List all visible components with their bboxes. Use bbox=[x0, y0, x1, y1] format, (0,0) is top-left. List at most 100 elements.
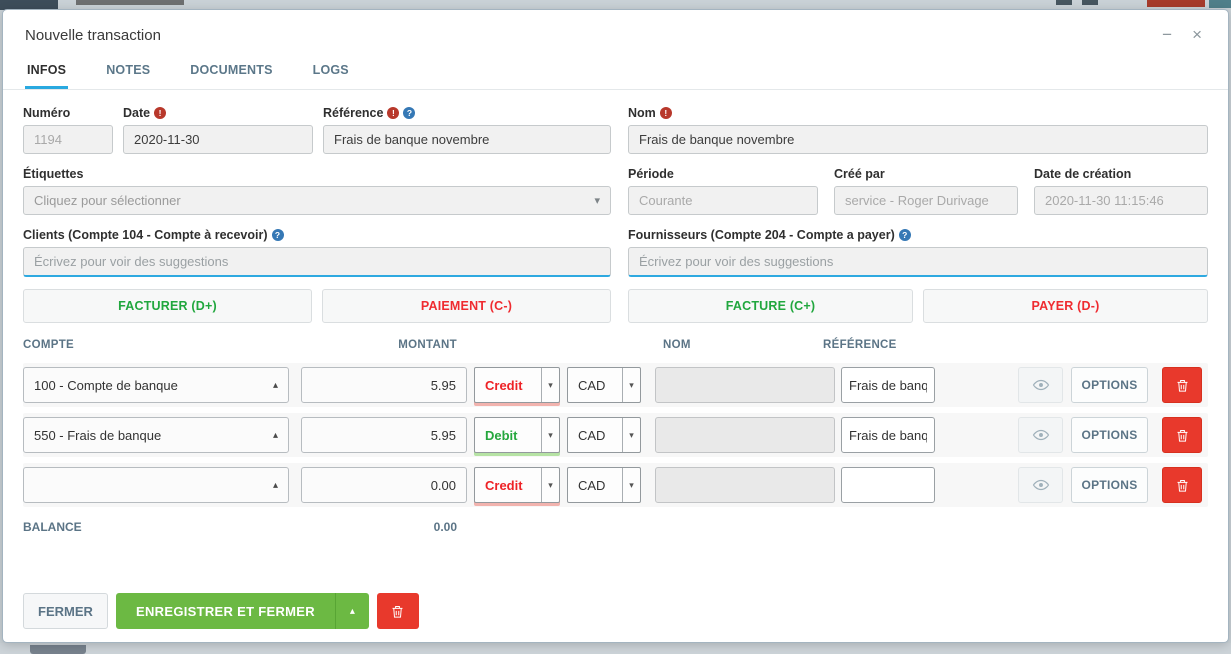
options-button[interactable]: OPTIONS bbox=[1071, 417, 1148, 453]
help-icon[interactable]: ? bbox=[898, 229, 911, 241]
trash-icon bbox=[1177, 379, 1187, 392]
tab-notes[interactable]: NOTES bbox=[106, 63, 151, 77]
etiquettes-label: Étiquettes bbox=[23, 167, 84, 181]
cree-par-label: Créé par bbox=[834, 167, 885, 181]
trash-icon bbox=[1177, 479, 1187, 492]
clients-label: Clients (Compte 104 - Compte à recevoir)… bbox=[23, 228, 611, 242]
account-select[interactable]: 550 - Frais de banque ▴ bbox=[23, 417, 289, 453]
chevron-down-icon: ▾ bbox=[541, 368, 559, 402]
delete-transaction-button[interactable] bbox=[376, 593, 419, 629]
tab-logs[interactable]: LOGS bbox=[312, 63, 349, 77]
row-reference-input[interactable] bbox=[841, 467, 935, 503]
background-navy-block bbox=[0, 0, 58, 10]
background-dark-block bbox=[30, 645, 86, 654]
help-icon[interactable]: ? bbox=[271, 229, 284, 241]
row-reference-input[interactable] bbox=[841, 367, 935, 403]
nom-header: NOM bbox=[663, 339, 691, 351]
background-page-top bbox=[0, 0, 1231, 10]
account-select[interactable]: 100 - Compte de banque ▴ bbox=[23, 367, 289, 403]
help-icon[interactable]: ? bbox=[403, 107, 416, 119]
modal-header: Nouvelle transaction − × bbox=[3, 10, 1228, 48]
montant-header: MONTANT bbox=[398, 339, 457, 351]
minimize-icon[interactable]: − bbox=[1162, 25, 1173, 44]
reference-header: RÉFÉRENCE bbox=[823, 339, 897, 351]
fournisseurs-input[interactable] bbox=[628, 247, 1208, 277]
chevron-up-icon: ▴ bbox=[272, 379, 278, 391]
type-select[interactable]: Credit ▾ bbox=[474, 367, 560, 403]
chevron-up-icon: ▴ bbox=[272, 479, 278, 491]
currency-select[interactable]: CAD ▾ bbox=[567, 467, 641, 503]
date-input[interactable] bbox=[123, 125, 313, 154]
tab-documents[interactable]: DOCUMENTS bbox=[190, 63, 273, 77]
eye-button[interactable] bbox=[1018, 467, 1063, 503]
date-creation-label: Date de création bbox=[1034, 167, 1132, 181]
payer-button[interactable]: PAYER (D-) bbox=[923, 289, 1208, 323]
background-text-smudge bbox=[76, 0, 184, 5]
numero-label: Numéro bbox=[23, 106, 71, 120]
chevron-down-icon: ▾ bbox=[541, 418, 559, 452]
eye-button[interactable] bbox=[1018, 367, 1063, 403]
table-header: COMPTE MONTANT NOM RÉFÉRENCE bbox=[23, 339, 1208, 355]
save-and-close-button[interactable]: ENREGISTRER ET FERMER ▴ bbox=[116, 593, 369, 629]
delete-row-button[interactable] bbox=[1162, 367, 1202, 403]
window-controls: − × bbox=[1162, 26, 1202, 43]
type-select[interactable]: Debit ▾ bbox=[474, 417, 560, 453]
currency-select[interactable]: CAD ▾ bbox=[567, 417, 641, 453]
montant-input[interactable] bbox=[301, 367, 467, 403]
background-page-bottom bbox=[0, 643, 1231, 654]
eye-icon bbox=[1032, 479, 1049, 491]
facture-button[interactable]: FACTURE (C+) bbox=[628, 289, 913, 323]
account-select[interactable]: ▴ bbox=[23, 467, 289, 503]
date-label: Date ! bbox=[123, 106, 313, 120]
reference-label: Référence ! ? bbox=[323, 106, 611, 120]
chevron-up-icon: ▴ bbox=[349, 605, 355, 617]
form-row-1: Numéro Date ! Référence ! ? bbox=[23, 106, 1208, 154]
modal-title: Nouvelle transaction bbox=[25, 27, 161, 44]
tab-bar: INFOS NOTES DOCUMENTS LOGS bbox=[3, 48, 1228, 90]
type-select[interactable]: Credit ▾ bbox=[474, 467, 560, 503]
row-nom-input[interactable] bbox=[655, 417, 835, 453]
background-red-block bbox=[1147, 0, 1205, 7]
row-reference-input[interactable] bbox=[841, 417, 935, 453]
modal-content: Numéro Date ! Référence ! ? bbox=[3, 90, 1228, 629]
balance-value: 0.00 bbox=[433, 520, 457, 534]
delete-row-button[interactable] bbox=[1162, 467, 1202, 503]
chevron-down-icon: ▾ bbox=[541, 468, 559, 502]
row-nom-input[interactable] bbox=[655, 367, 835, 403]
options-button[interactable]: OPTIONS bbox=[1071, 467, 1148, 503]
chevron-down-icon: ▾ bbox=[594, 195, 600, 207]
currency-select[interactable]: CAD ▾ bbox=[567, 367, 641, 403]
required-icon: ! bbox=[387, 107, 400, 119]
compte-header: COMPTE bbox=[23, 339, 74, 351]
chevron-down-icon: ▾ bbox=[622, 418, 640, 452]
nom-input[interactable] bbox=[628, 125, 1208, 154]
modal-footer: FERMER ENREGISTRER ET FERMER ▴ bbox=[23, 593, 1208, 629]
etiquettes-select[interactable]: Cliquez pour sélectionner ▾ bbox=[23, 186, 611, 215]
eye-button[interactable] bbox=[1018, 417, 1063, 453]
delete-row-button[interactable] bbox=[1162, 417, 1202, 453]
numero-input[interactable] bbox=[23, 125, 113, 154]
periode-label: Période bbox=[628, 167, 674, 181]
montant-input[interactable] bbox=[301, 417, 467, 453]
cree-par-input bbox=[834, 186, 1018, 215]
save-dropdown-toggle[interactable]: ▴ bbox=[334, 593, 369, 629]
clients-input[interactable] bbox=[23, 247, 611, 277]
row-nom-input[interactable] bbox=[655, 467, 835, 503]
required-icon: ! bbox=[154, 107, 167, 119]
form-row-2: Étiquettes Cliquez pour sélectionner ▾ P… bbox=[23, 167, 1208, 215]
facturer-button[interactable]: FACTURER (D+) bbox=[23, 289, 312, 323]
background-icon-block bbox=[1082, 0, 1098, 5]
close-icon[interactable]: × bbox=[1192, 25, 1202, 44]
table-row: 550 - Frais de banque ▴ Debit ▾ CAD ▾ bbox=[23, 413, 1208, 457]
reference-input[interactable] bbox=[323, 125, 611, 154]
fermer-button[interactable]: FERMER bbox=[23, 593, 108, 629]
paiement-button[interactable]: PAIEMENT (C-) bbox=[322, 289, 611, 323]
options-button[interactable]: OPTIONS bbox=[1071, 367, 1148, 403]
balance-label: BALANCE bbox=[23, 520, 82, 534]
montant-input[interactable] bbox=[301, 467, 467, 503]
eye-icon bbox=[1032, 379, 1049, 391]
eye-icon bbox=[1032, 429, 1049, 441]
quick-actions: FACTURER (D+) PAIEMENT (C-) FACTURE (C+)… bbox=[23, 289, 1208, 323]
required-icon: ! bbox=[659, 107, 672, 119]
tab-infos[interactable]: INFOS bbox=[25, 48, 69, 89]
